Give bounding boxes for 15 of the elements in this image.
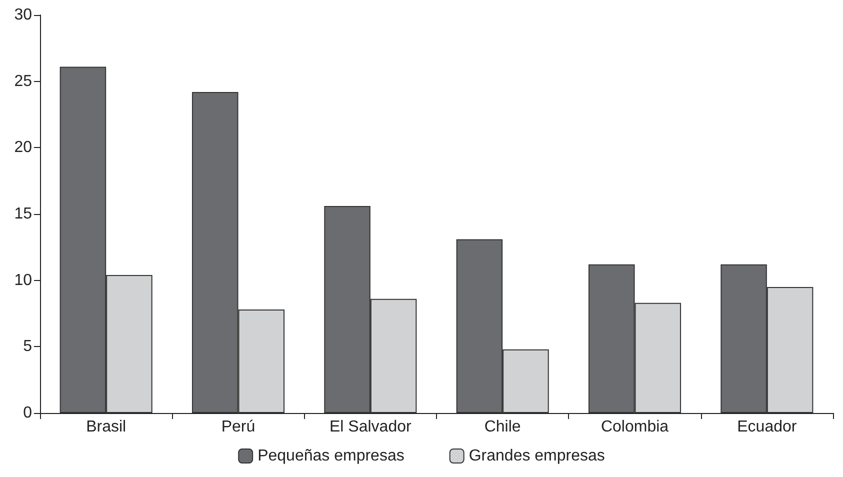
- y-tick-label: 25: [14, 72, 32, 90]
- legend-label: Grandes empresas: [468, 448, 605, 464]
- y-tick-label: 30: [14, 6, 32, 24]
- x-tick-label: Ecuador: [737, 418, 798, 436]
- x-tick-label: Chile: [484, 418, 521, 436]
- y-tick-label: 15: [14, 206, 32, 222]
- x-tick-label: Colombia: [600, 418, 669, 436]
- legend-label: Pequeñas empresas: [258, 448, 404, 464]
- y-tick-label: 5: [23, 338, 32, 356]
- x-tick-label: El Salvador: [330, 418, 412, 436]
- y-tick-label: 10: [14, 272, 32, 289]
- x-tick-label: Perú: [221, 418, 256, 436]
- y-tick-label: 0: [23, 404, 32, 422]
- y-tick-label: 20: [14, 139, 32, 156]
- x-tick-label: Brasil: [86, 418, 126, 436]
